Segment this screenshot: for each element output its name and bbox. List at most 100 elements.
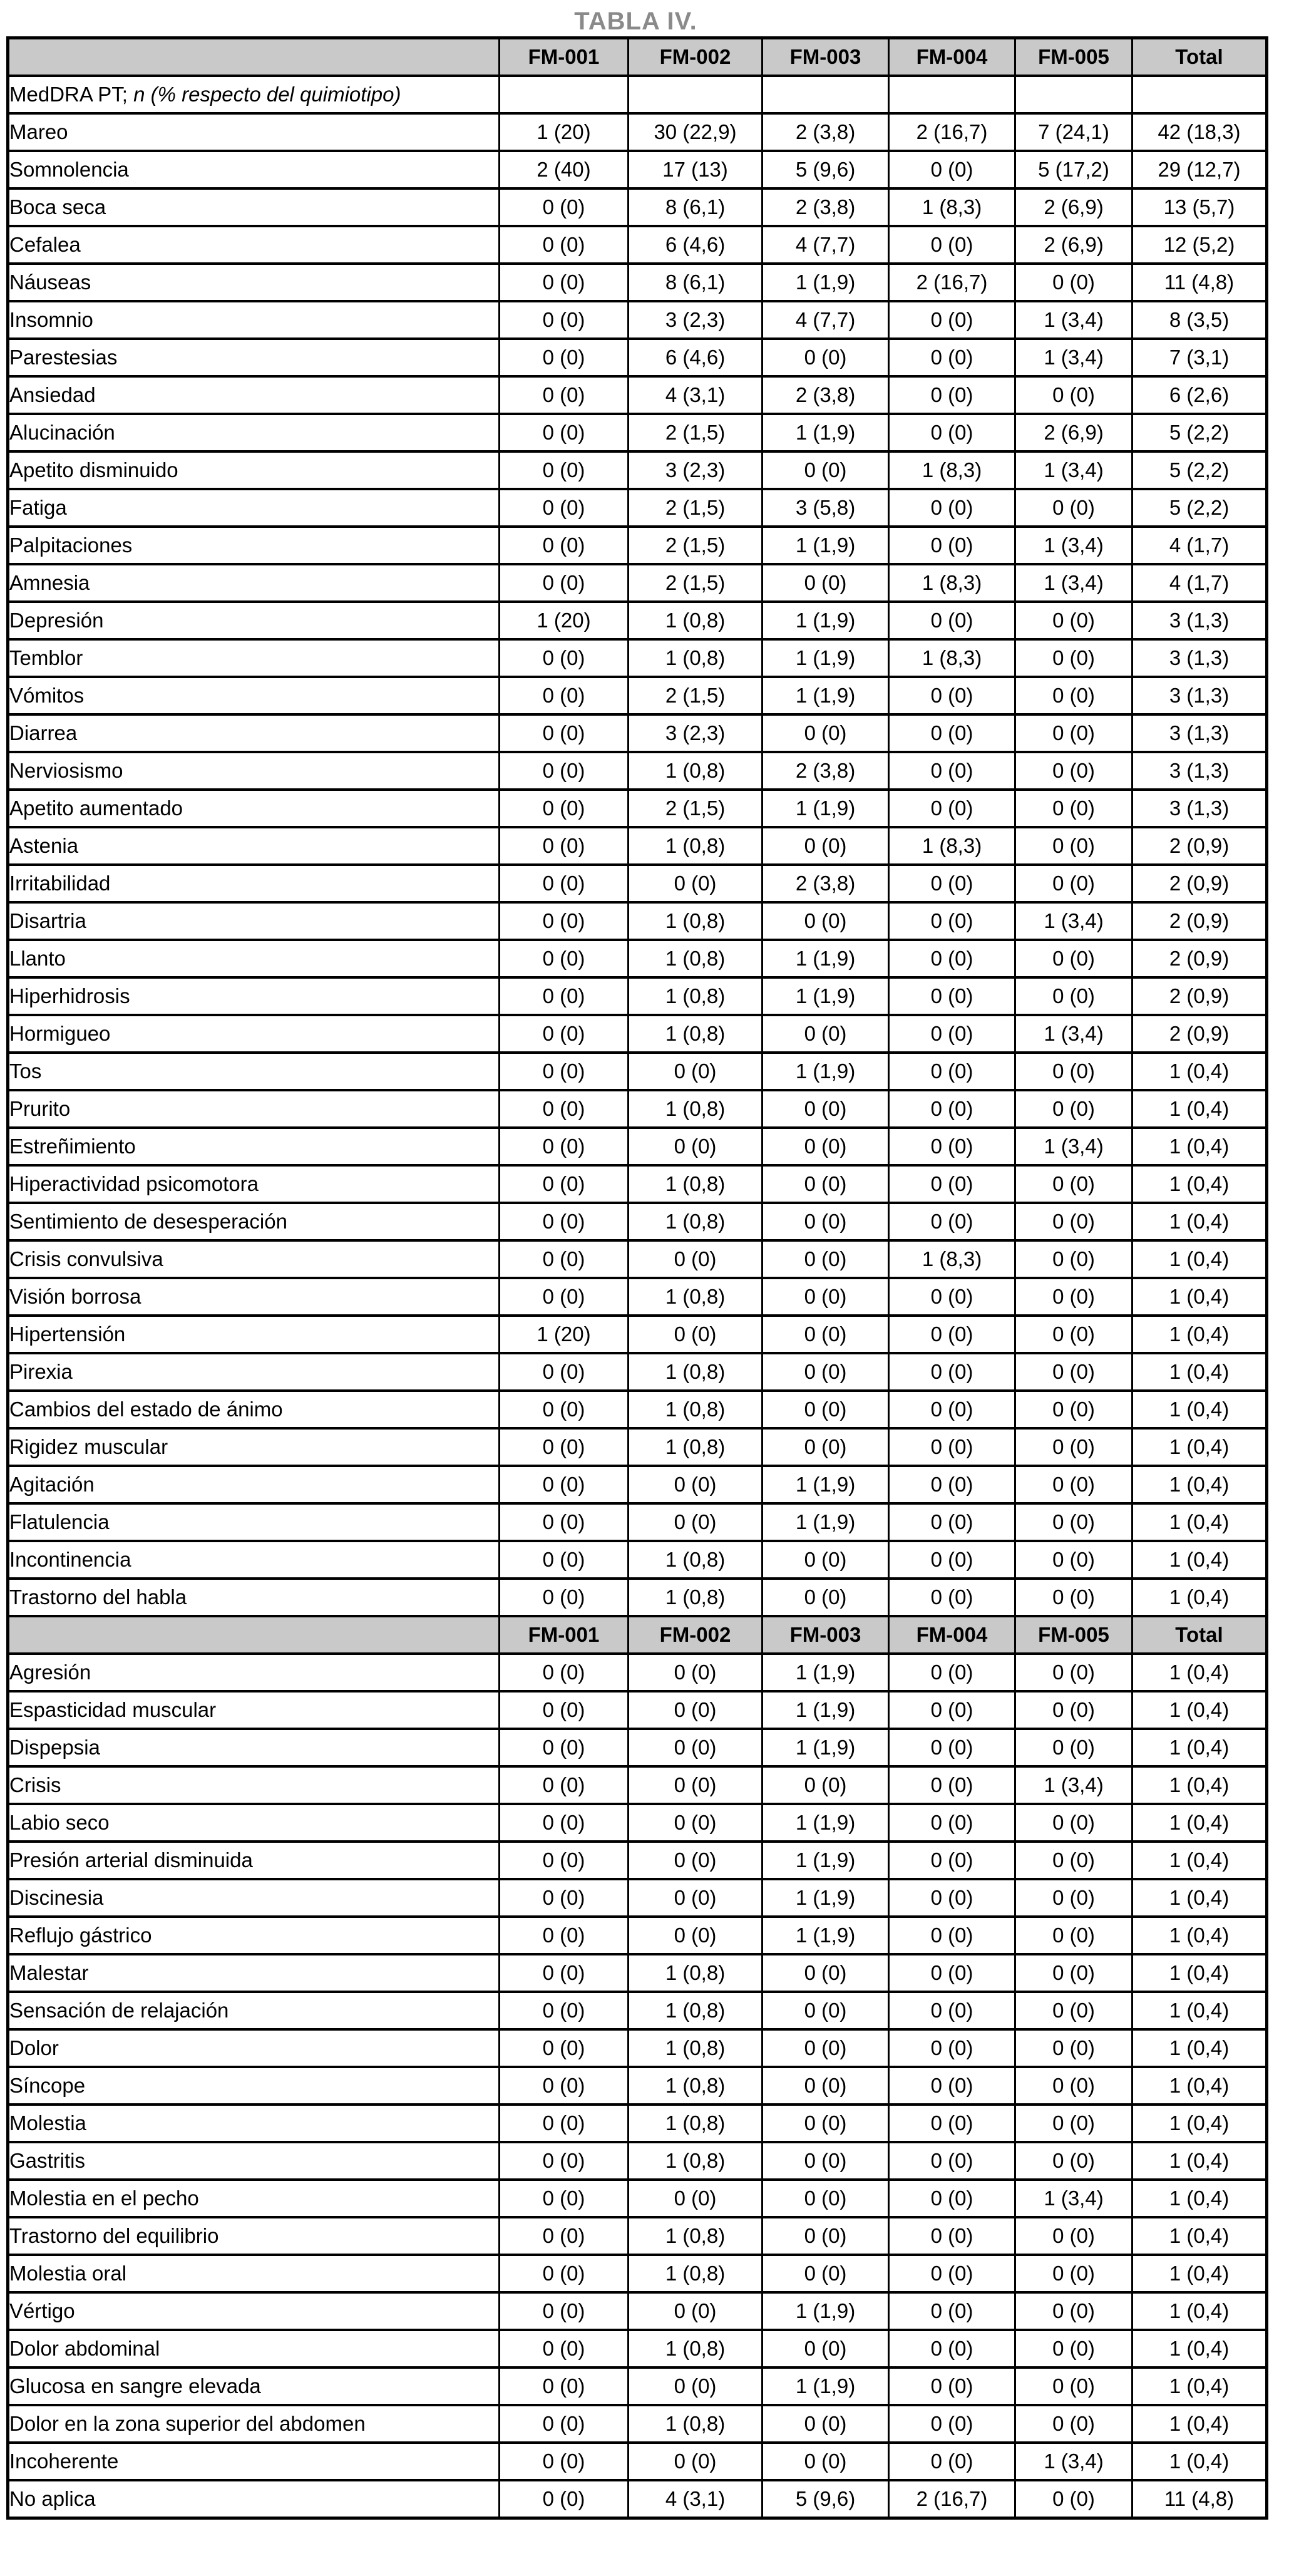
cell-value: 6 (2,6) xyxy=(1131,375,1268,415)
cell-value: 0 (0) xyxy=(1014,1427,1133,1467)
data-row: Trastorno del equilibrio 0 (0) 1 (0,8) 0 (0… xyxy=(7,2216,1268,2256)
cell-value: 0 (0) xyxy=(1014,1577,1133,1617)
cell-value: 1 (0,4) xyxy=(1131,1239,1268,1279)
header-empty-cell xyxy=(7,1615,500,1655)
cell-value: 0 (0) xyxy=(498,751,629,791)
cell-value: 0 (0) xyxy=(761,563,890,603)
row-label: Hiperactividad psicomotora xyxy=(7,1164,500,1204)
data-row: No aplica 0 (0) 4 (3,1) 5 (9,6) 2 (16,7) 0 (0… xyxy=(7,2479,1268,2520)
cell-value: 0 (0) xyxy=(498,2441,629,2481)
data-row: Dolor abdominal 0 (0) 1 (0,8) 0 (0) 0 (0) 0 (… xyxy=(7,2329,1268,2369)
cell-value: 0 (0) xyxy=(1014,638,1133,678)
cell-value: 0 (0) xyxy=(498,2479,629,2520)
row-label: Insomnio xyxy=(7,300,500,340)
column-header: Total xyxy=(1131,36,1268,77)
cell-value: 0 (0) xyxy=(498,826,629,866)
cell-value: 13 (5,7) xyxy=(1131,187,1268,227)
row-label: Síncope xyxy=(7,2066,500,2106)
cell-value: 0 (0) xyxy=(888,2066,1016,2106)
cell-value: 0 (0) xyxy=(888,2141,1016,2181)
cell-value: 1 (0,8) xyxy=(627,1540,763,1580)
cell-value: 3 (2,3) xyxy=(627,450,763,490)
cell-value: 0 (0) xyxy=(1014,600,1133,641)
data-row: Dolor en la zona superior del abdomen 0 (… xyxy=(7,2404,1268,2444)
empty-cell xyxy=(1131,75,1268,115)
cell-value: 0 (0) xyxy=(627,1728,763,1768)
data-row: Parestesias 0 (0) 6 (4,6) 0 (0) 0 (0) 1 (3,4)… xyxy=(7,337,1268,378)
subheader-label: MedDRA PT; xyxy=(9,83,128,106)
row-label: Diarrea xyxy=(7,713,500,753)
cell-value: 7 (24,1) xyxy=(1014,112,1133,152)
cell-value: 0 (0) xyxy=(498,1352,629,1392)
cell-value: 0 (0) xyxy=(761,1577,890,1617)
cell-value: 0 (0) xyxy=(1014,1540,1133,1580)
cell-value: 0 (0) xyxy=(888,600,1016,641)
row-label: Sensación de relajación xyxy=(7,1991,500,2031)
cell-value: 0 (0) xyxy=(498,1202,629,1242)
cell-value: 0 (0) xyxy=(498,1728,629,1768)
row-label: Gastritis xyxy=(7,2141,500,2181)
cell-value: 1 (0,4) xyxy=(1131,1202,1268,1242)
cell-value: 0 (0) xyxy=(498,939,629,979)
row-label: Astenia xyxy=(7,826,500,866)
cell-value: 0 (0) xyxy=(498,1389,629,1430)
cell-value: 12 (5,2) xyxy=(1131,225,1268,265)
cell-value: 0 (0) xyxy=(627,2441,763,2481)
cell-value: 0 (0) xyxy=(498,1239,629,1279)
cell-value: 1 (0,4) xyxy=(1131,2178,1268,2218)
cell-value: 0 (0) xyxy=(888,375,1016,415)
cell-value: 1 (0,8) xyxy=(627,1164,763,1204)
cell-value: 0 (0) xyxy=(761,2441,890,2481)
cell-value: 0 (0) xyxy=(888,525,1016,565)
data-row: Incoherente 0 (0) 0 (0) 0 (0) 0 (0) 1 (3,4) 1 … xyxy=(7,2441,1268,2481)
column-header: FM-003 xyxy=(761,36,890,77)
cell-value: 0 (0) xyxy=(761,1389,890,1430)
cell-value: 1 (0,8) xyxy=(627,1427,763,1467)
cell-value: 0 (0) xyxy=(761,1427,890,1467)
cell-value: 4 (1,7) xyxy=(1131,525,1268,565)
cell-value: 0 (0) xyxy=(761,713,890,753)
cell-value: 8 (6,1) xyxy=(627,262,763,302)
cell-value: 0 (0) xyxy=(627,1652,763,1692)
cell-value: 1 (20) xyxy=(498,600,629,641)
cell-value: 2 (0,9) xyxy=(1131,976,1268,1016)
cell-value: 2 (3,8) xyxy=(761,375,890,415)
cell-value: 0 (0) xyxy=(1014,1878,1133,1918)
cell-value: 0 (0) xyxy=(498,2178,629,2218)
cell-value: 0 (0) xyxy=(498,488,629,528)
cell-value: 0 (0) xyxy=(498,2141,629,2181)
cell-value: 1 (0,8) xyxy=(627,2066,763,2106)
cell-value: 0 (0) xyxy=(761,1991,890,2031)
cell-value: 1 (1,9) xyxy=(761,1915,890,1955)
cell-value: 1 (0,4) xyxy=(1131,1389,1268,1430)
cell-value: 2 (1,5) xyxy=(627,676,763,716)
row-label: Incontinencia xyxy=(7,1540,500,1580)
cell-value: 0 (0) xyxy=(761,2216,890,2256)
cell-value: 1 (1,9) xyxy=(761,1652,890,1692)
cell-value: 1 (1,9) xyxy=(761,525,890,565)
cell-value: 1 (0,4) xyxy=(1131,1051,1268,1091)
cell-value: 0 (0) xyxy=(627,1915,763,1955)
cell-value: 0 (0) xyxy=(761,2141,890,2181)
data-row: Mareo 1 (20) 30 (22,9) 2 (3,8) 2 (16,7) 7 (24… xyxy=(7,112,1268,152)
data-row: Rigidez muscular 0 (0) 1 (0,8) 0 (0) 0 (0) 0 … xyxy=(7,1427,1268,1467)
column-header: FM-004 xyxy=(888,1615,1016,1655)
row-label: Fatiga xyxy=(7,488,500,528)
column-header: FM-005 xyxy=(1014,36,1133,77)
column-header: FM-002 xyxy=(627,1615,763,1655)
row-label: Dolor abdominal xyxy=(7,2329,500,2369)
cell-value: 0 (0) xyxy=(1014,1164,1133,1204)
cell-value: 0 (0) xyxy=(1014,676,1133,716)
cell-value: 0 (0) xyxy=(761,1202,890,1242)
cell-value: 0 (0) xyxy=(888,1803,1016,1843)
cell-value: 0 (0) xyxy=(1014,713,1133,753)
cell-value: 0 (0) xyxy=(1014,2066,1133,2106)
cell-value: 0 (0) xyxy=(888,2216,1016,2256)
cell-value: 1 (0,4) xyxy=(1131,2216,1268,2256)
cell-value: 0 (0) xyxy=(1014,1239,1133,1279)
cell-value: 0 (0) xyxy=(1014,1389,1133,1430)
cell-value: 0 (0) xyxy=(627,1765,763,1805)
row-label: Glucosa en sangre elevada xyxy=(7,2366,500,2406)
cell-value: 5 (17,2) xyxy=(1014,150,1133,190)
cell-value: 42 (18,3) xyxy=(1131,112,1268,152)
